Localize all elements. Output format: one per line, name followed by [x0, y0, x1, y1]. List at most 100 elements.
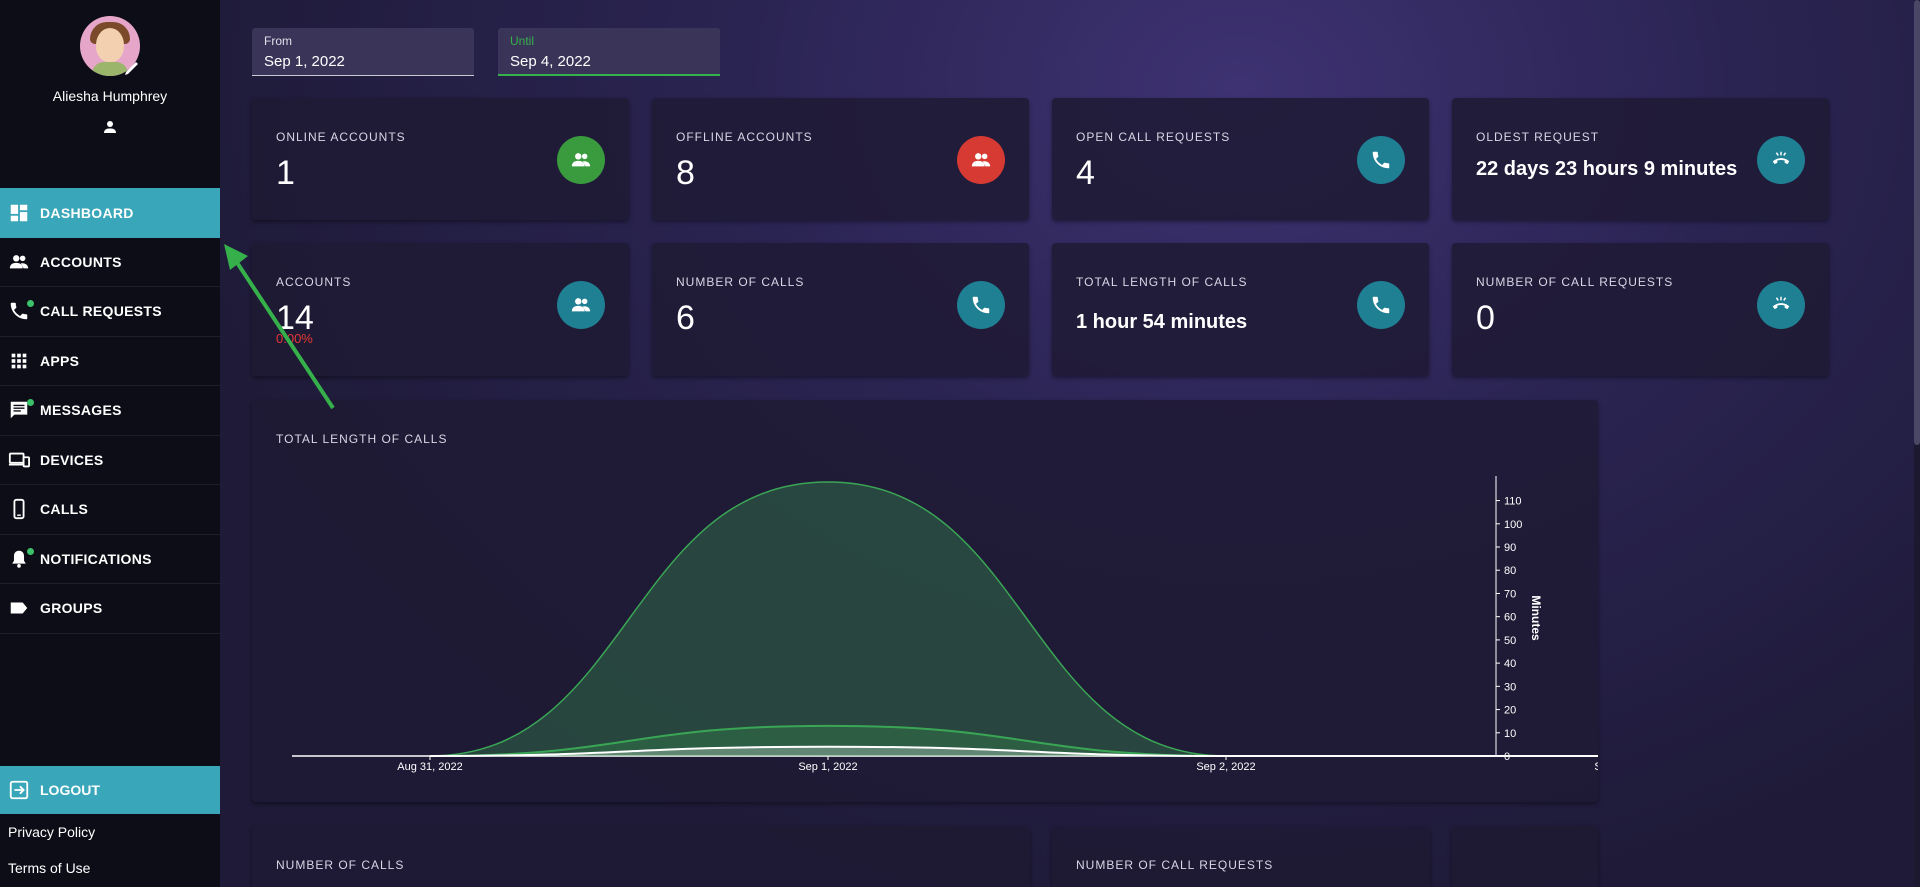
x-tick-label: Sep 2, 2022 — [1196, 761, 1255, 773]
logout-icon — [9, 780, 29, 800]
number-of-call-requests-card: NUMBER OF CALL REQUESTS — [1052, 826, 1430, 887]
stat-card-open-call-requests: OPEN CALL REQUESTS 4 — [1052, 98, 1429, 220]
sidebar-item-devices[interactable]: DEVICES — [0, 436, 220, 485]
sidebar-item-call-requests[interactable]: CALL REQUESTS — [0, 287, 220, 337]
stat-card-oldest-request: OLDEST REQUEST 22 days 23 hours 9 minutes — [1452, 98, 1829, 220]
y-tick-label: 50 — [1504, 635, 1516, 647]
user-name: Aliesha Humphrey — [52, 88, 168, 104]
edit-pencil-icon[interactable] — [122, 58, 142, 78]
stat-value: 8 — [676, 154, 695, 192]
sidebar-footer: LOGOUT Privacy Policy Terms of Use — [0, 766, 220, 886]
stat-title: TOTAL LENGTH OF CALLS — [1076, 275, 1248, 289]
y-tick-label: 60 — [1504, 612, 1516, 624]
stat-card-number-of-call-requests: NUMBER OF CALL REQUESTS 0 — [1452, 243, 1829, 376]
number-of-call-requests-title: NUMBER OF CALL REQUESTS — [1076, 858, 1274, 872]
logout-label: LOGOUT — [40, 782, 100, 798]
sidebar-item-groups[interactable]: GROUPS — [0, 584, 220, 634]
scrollbar-thumb[interactable] — [1914, 0, 1920, 445]
main-content: From Sep 1, 2022 Until Sep 4, 2022 ONLIN… — [220, 0, 1920, 887]
sidebar-item-label: GROUPS — [40, 600, 103, 617]
dashboard-icon — [10, 204, 28, 221]
stat-title: OLDEST REQUEST — [1476, 130, 1600, 144]
sidebar-item-label: APPS — [40, 352, 80, 369]
y-axis-label: Minutes — [1529, 595, 1543, 641]
stat-icon-circle — [557, 281, 605, 329]
stat-title: OFFLINE ACCOUNTS — [676, 130, 813, 144]
y-tick-label: 80 — [1504, 565, 1516, 577]
phone-icon — [8, 300, 30, 322]
label-icon — [10, 602, 28, 614]
sidebar: Aliesha Humphrey DASHBOARD ACCOUNTS CALL R… — [0, 0, 220, 887]
people-icon — [971, 153, 991, 167]
privacy-policy-link[interactable]: Privacy Policy — [8, 824, 96, 840]
sidebar-item-accounts[interactable]: ACCOUNTS — [0, 238, 220, 287]
sidebar-item-label: NOTIFICATIONS — [40, 550, 152, 567]
stat-value: 1 — [276, 154, 295, 192]
total-length-chart-card: TOTAL LENGTH OF CALLS Aug 31, 2022 Sep 1,… — [252, 400, 1598, 802]
label-icon — [8, 597, 30, 619]
stat-value: 1 hour 54 minutes — [1076, 311, 1248, 333]
chart-title: TOTAL LENGTH OF CALLS — [276, 432, 448, 446]
bell-icon — [8, 548, 30, 570]
stat-icon-circle — [957, 281, 1005, 329]
sidebar-item-label: CALL REQUESTS — [40, 303, 162, 320]
logout-button[interactable]: LOGOUT — [0, 766, 220, 814]
x-tick-label: Sep 3, 2022 — [1594, 761, 1598, 773]
sidebar-item-label: MESSAGES — [40, 402, 122, 419]
people-icon — [571, 153, 591, 167]
y-tick-label: 70 — [1504, 588, 1516, 600]
until-date-label: Until — [510, 34, 535, 48]
person-icon[interactable] — [101, 118, 119, 136]
y-tick-label: 100 — [1504, 519, 1522, 531]
stat-title: OPEN CALL REQUESTS — [1076, 130, 1231, 144]
sidebar-item-messages[interactable]: MESSAGES — [0, 386, 220, 436]
stat-card-total-length-of-calls: TOTAL LENGTH OF CALLS 1 hour 54 minutes — [1052, 243, 1429, 376]
profile-section: Aliesha Humphrey — [0, 0, 220, 188]
devices-icon — [8, 449, 30, 471]
stat-icon-circle — [957, 136, 1005, 184]
number-of-calls-card: NUMBER OF CALLS — [252, 826, 1030, 887]
people-icon — [571, 298, 591, 312]
sidebar-item-apps[interactable]: APPS — [0, 337, 220, 386]
total-length-chart: Aug 31, 2022 Sep 1, 2022 Sep 2, 2022 Sep 3,… — [292, 476, 1598, 773]
sidebar-item-label: ACCOUNTS — [40, 253, 122, 270]
stat-value: 22 days 23 hours 9 minutes — [1476, 158, 1738, 180]
from-date-field[interactable]: From Sep 1, 2022 — [252, 28, 474, 76]
y-tick-label: 0 — [1504, 751, 1510, 763]
people-icon — [8, 251, 30, 273]
avatar[interactable] — [80, 16, 140, 76]
apps-grid-icon — [11, 353, 27, 369]
chat-icon — [10, 402, 28, 419]
devices-icon — [8, 452, 30, 468]
phone-icon — [10, 303, 28, 320]
smartphone-icon — [8, 498, 30, 520]
stat-title: NUMBER OF CALLS — [676, 275, 805, 289]
stat-title: ACCOUNTS — [276, 275, 352, 289]
series-area-0 — [430, 482, 1598, 757]
call-end-icon — [1772, 296, 1790, 310]
sidebar-item-notifications[interactable]: NOTIFICATIONS — [0, 535, 220, 584]
people-icon — [9, 254, 29, 269]
stat-icon-circle — [1357, 281, 1405, 329]
stat-value: 6 — [676, 299, 695, 337]
y-tick-label: 110 — [1504, 496, 1522, 508]
stat-icon-circle — [557, 136, 605, 184]
x-tick-label: Sep 1, 2022 — [798, 761, 857, 773]
phone-icon — [972, 296, 990, 314]
stat-card-number-of-calls: NUMBER OF CALLS 6 — [652, 243, 1029, 376]
dashboard-icon — [8, 202, 30, 224]
until-date-field[interactable]: Until Sep 4, 2022 — [498, 28, 720, 76]
unread-dot — [27, 300, 34, 307]
sidebar-item-calls[interactable]: CALLS — [0, 485, 220, 535]
chat-icon — [8, 399, 30, 421]
stat-value: 4 — [1076, 154, 1095, 192]
terms-of-use-link[interactable]: Terms of Use — [8, 860, 91, 876]
sidebar-item-label: DASHBOARD — [40, 204, 134, 221]
y-tick-label: 40 — [1504, 658, 1516, 670]
phone-icon — [1372, 296, 1390, 314]
scrollbar[interactable] — [1914, 0, 1920, 887]
sidebar-item-dashboard[interactable]: DASHBOARD — [0, 188, 220, 238]
from-date-value: Sep 1, 2022 — [264, 53, 345, 70]
x-tick-label: Aug 31, 2022 — [397, 761, 462, 773]
y-tick-label: 90 — [1504, 542, 1516, 554]
